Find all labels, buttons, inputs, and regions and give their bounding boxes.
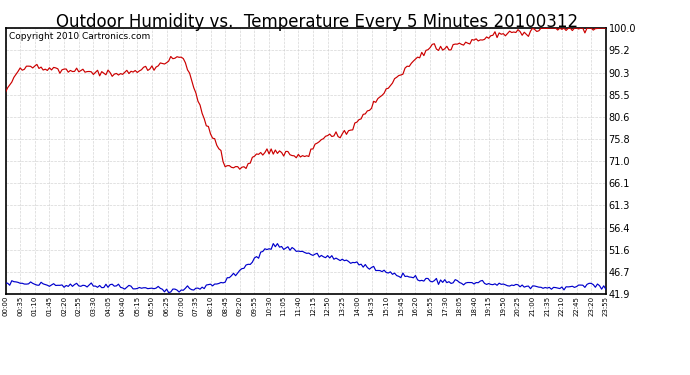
Text: Copyright 2010 Cartronics.com: Copyright 2010 Cartronics.com bbox=[8, 32, 150, 41]
Text: Outdoor Humidity vs.  Temperature Every 5 Minutes 20100312: Outdoor Humidity vs. Temperature Every 5… bbox=[57, 13, 578, 31]
